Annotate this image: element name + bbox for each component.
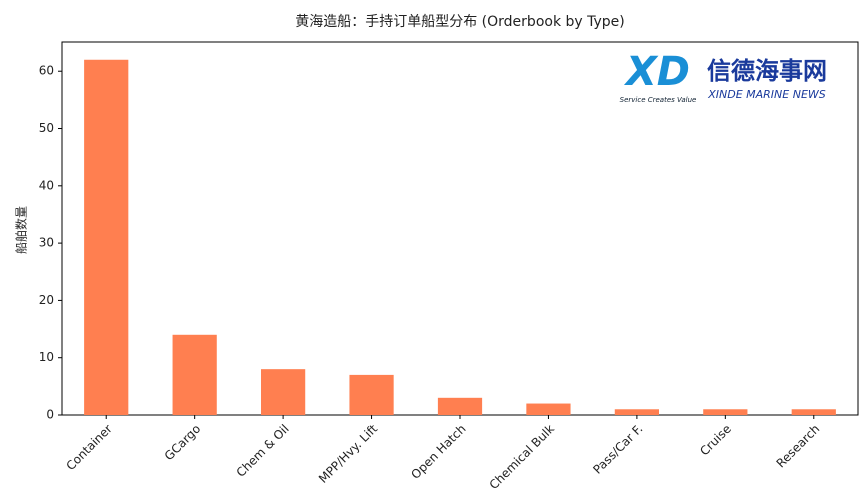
x-tick-label: Cruise	[697, 422, 734, 459]
logo-slogan: Service Creates Value	[620, 96, 697, 104]
logo-english: XINDE MARINE NEWS	[707, 88, 826, 101]
y-tick-label: 40	[39, 178, 54, 192]
x-tick-label: Research	[774, 422, 823, 471]
y-tick-label: 30	[39, 236, 54, 250]
logo: XD Service Creates Value 信德海事网 XINDE MAR…	[620, 49, 827, 104]
bar	[261, 369, 306, 415]
x-tick-label: Pass/Car F.	[590, 422, 645, 477]
bar	[84, 59, 129, 416]
bar	[349, 374, 394, 415]
chart-title: 黄海造船：手持订单船型分布 (Orderbook by Type)	[295, 13, 625, 30]
y-tick-label: 20	[39, 293, 54, 307]
x-tick-label: Chem & Oil	[234, 422, 292, 480]
bar	[791, 409, 836, 415]
x-tick-label: Chemical Bulk	[487, 422, 557, 492]
y-tick-label: 50	[39, 121, 54, 135]
y-tick-label: 10	[39, 350, 54, 364]
y-axis-label: 船舶数量	[14, 206, 29, 254]
x-tick-label: GCargo	[162, 422, 204, 464]
y-tick-label: 0	[46, 408, 54, 422]
x-tick-label: Container	[63, 422, 114, 473]
bar	[437, 397, 483, 415]
bar	[614, 409, 659, 415]
logo-name: 信德海事网	[707, 57, 827, 85]
y-tick-label: 60	[39, 64, 54, 78]
bar	[526, 403, 571, 415]
logo-mark: XD	[623, 49, 690, 95]
bar	[172, 334, 217, 415]
x-tick-label: Open Hatch	[408, 422, 468, 482]
x-tick-label: MPP/Hvy. Lift	[316, 421, 380, 485]
bar	[703, 409, 748, 415]
